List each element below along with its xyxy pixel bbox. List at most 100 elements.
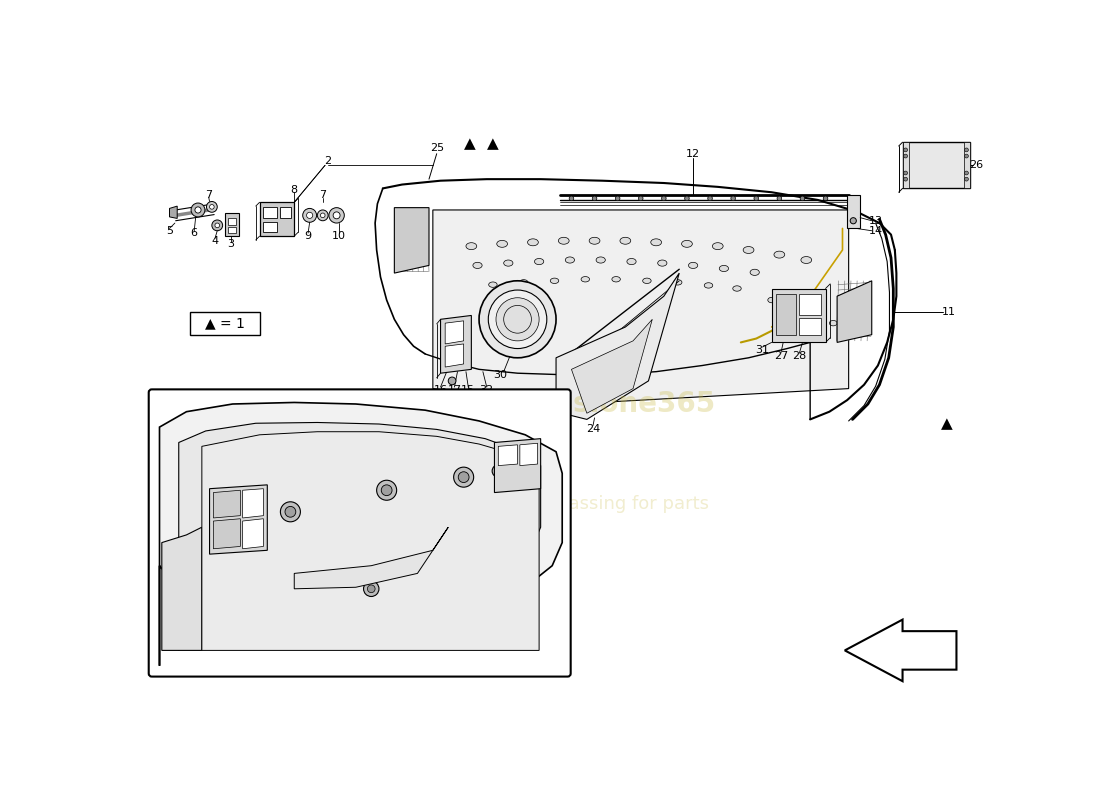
Circle shape: [363, 581, 378, 597]
Polygon shape: [446, 344, 464, 367]
Ellipse shape: [651, 239, 661, 246]
Circle shape: [320, 213, 326, 218]
Circle shape: [285, 506, 296, 517]
Circle shape: [496, 298, 539, 341]
Text: 6: 6: [190, 228, 198, 238]
Text: 9: 9: [305, 231, 311, 241]
Text: ▲: ▲: [487, 136, 498, 151]
Polygon shape: [772, 289, 825, 342]
Text: 23: 23: [332, 395, 346, 405]
Text: 27: 27: [773, 351, 788, 362]
Polygon shape: [264, 207, 277, 218]
Text: 8: 8: [290, 185, 298, 195]
Circle shape: [615, 196, 620, 201]
Ellipse shape: [689, 262, 697, 269]
Ellipse shape: [581, 277, 590, 282]
Polygon shape: [902, 142, 970, 188]
Text: 24: 24: [586, 424, 601, 434]
Ellipse shape: [658, 260, 667, 266]
Ellipse shape: [504, 260, 513, 266]
Circle shape: [488, 290, 547, 349]
Circle shape: [307, 212, 312, 218]
Polygon shape: [160, 402, 562, 666]
Polygon shape: [279, 207, 292, 218]
Circle shape: [965, 171, 968, 175]
Ellipse shape: [620, 238, 630, 244]
Circle shape: [329, 208, 344, 223]
Text: 10: 10: [332, 231, 345, 241]
Text: ▲: ▲: [408, 393, 419, 407]
Text: 17: 17: [448, 385, 462, 395]
Ellipse shape: [768, 298, 776, 302]
Ellipse shape: [497, 240, 507, 247]
Polygon shape: [213, 518, 241, 549]
Polygon shape: [495, 438, 541, 493]
Text: 2: 2: [324, 157, 332, 166]
Polygon shape: [209, 485, 267, 554]
Ellipse shape: [801, 257, 812, 263]
Circle shape: [333, 212, 340, 219]
Circle shape: [382, 485, 392, 496]
Ellipse shape: [704, 282, 713, 288]
Text: 29: 29: [172, 395, 186, 405]
Circle shape: [850, 218, 856, 224]
Polygon shape: [777, 294, 796, 334]
Ellipse shape: [682, 240, 692, 247]
Text: 14: 14: [869, 226, 882, 236]
Polygon shape: [228, 218, 235, 225]
Polygon shape: [169, 206, 177, 218]
Ellipse shape: [774, 251, 784, 258]
Circle shape: [214, 223, 220, 228]
Text: 5: 5: [166, 226, 173, 236]
Ellipse shape: [466, 242, 476, 250]
Circle shape: [318, 210, 328, 221]
Polygon shape: [520, 443, 538, 466]
Circle shape: [965, 178, 968, 181]
Circle shape: [730, 196, 736, 201]
Circle shape: [212, 220, 222, 230]
Ellipse shape: [565, 257, 574, 263]
Text: 15: 15: [461, 385, 475, 395]
Polygon shape: [264, 222, 277, 232]
Text: 28: 28: [792, 351, 806, 362]
Polygon shape: [440, 315, 472, 373]
Ellipse shape: [713, 242, 723, 250]
Polygon shape: [224, 213, 239, 236]
Polygon shape: [243, 518, 264, 549]
Circle shape: [449, 377, 456, 385]
Circle shape: [638, 196, 644, 201]
Ellipse shape: [590, 238, 600, 244]
Ellipse shape: [627, 258, 636, 265]
Ellipse shape: [642, 278, 651, 283]
Polygon shape: [800, 294, 821, 315]
Text: ▲: ▲: [464, 136, 475, 151]
Circle shape: [207, 202, 218, 212]
Ellipse shape: [528, 239, 538, 246]
Text: 30: 30: [494, 370, 507, 380]
Text: 11: 11: [942, 306, 956, 317]
Text: Parking sensors: Parking sensors: [222, 657, 359, 672]
Circle shape: [904, 171, 907, 175]
Polygon shape: [446, 321, 464, 344]
Polygon shape: [243, 489, 264, 518]
Circle shape: [302, 209, 317, 222]
Ellipse shape: [488, 282, 497, 287]
Circle shape: [661, 196, 667, 201]
Ellipse shape: [535, 258, 543, 265]
Circle shape: [592, 196, 597, 201]
Circle shape: [684, 196, 690, 201]
Circle shape: [459, 472, 469, 482]
Ellipse shape: [719, 266, 728, 271]
Text: 13: 13: [869, 216, 882, 226]
Text: 16: 16: [433, 385, 448, 395]
Ellipse shape: [519, 280, 528, 285]
Text: ▲: ▲: [942, 416, 953, 430]
Text: passione365: passione365: [519, 390, 716, 418]
Circle shape: [453, 467, 474, 487]
Ellipse shape: [673, 280, 682, 285]
Circle shape: [376, 480, 397, 500]
Circle shape: [195, 207, 201, 213]
Polygon shape: [433, 210, 849, 404]
Text: 21: 21: [363, 395, 377, 405]
Circle shape: [754, 196, 759, 201]
